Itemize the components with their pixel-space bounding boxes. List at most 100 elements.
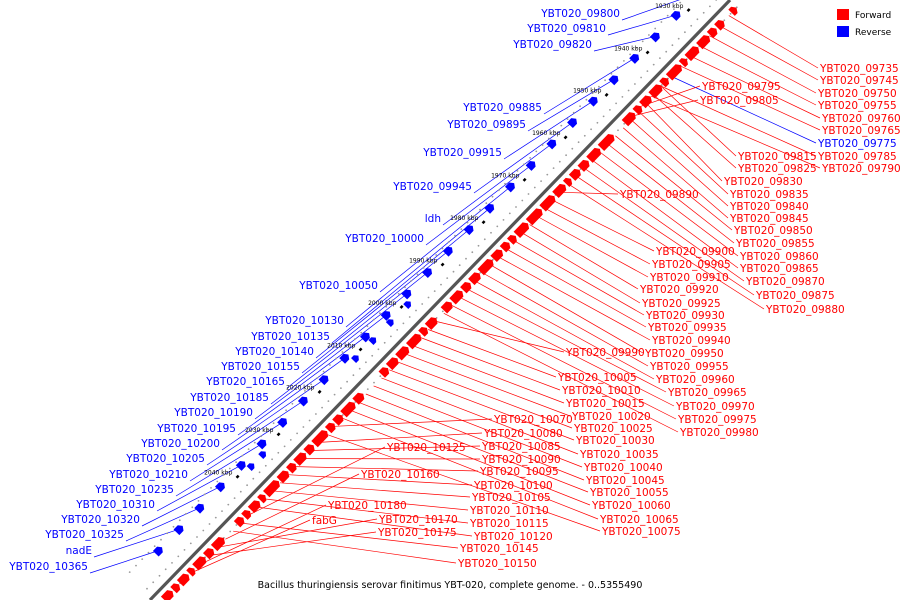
forward-gene-label: YBT020_09935: [647, 322, 727, 334]
reverse-gene: [587, 96, 598, 107]
reverse-gene-label: YBT020_10130: [264, 315, 344, 327]
guide-dot: [565, 154, 567, 157]
guide-dot: [164, 568, 167, 571]
forward-leader: [568, 183, 765, 310]
guide-dot: [358, 367, 361, 370]
guide-dot: [227, 503, 230, 506]
forward-leader: [428, 329, 557, 378]
forward-leader: [396, 361, 573, 429]
forward-gene: [562, 177, 573, 187]
forward-gene-label: YBT020_10120: [473, 531, 553, 543]
guide-dot: [609, 109, 611, 111]
guide-dot: [729, 12, 732, 15]
reverse-gene-label: YBT020_10200: [140, 438, 220, 450]
reverse-leader: [270, 314, 387, 405]
forward-gene: [468, 272, 481, 286]
reverse-gene: [629, 53, 640, 64]
forward-gene-label: YBT020_10150: [457, 558, 537, 570]
forward-leader: [342, 417, 599, 520]
reverse-gene-label: YBT020_10310: [75, 499, 155, 511]
right-leader: [650, 95, 821, 169]
guide-dot: [272, 422, 275, 425]
guide-dot: [546, 173, 549, 176]
guide-dot: [490, 231, 492, 234]
forward-gene: [286, 462, 297, 474]
forward-gene: [378, 367, 390, 378]
reverse-leader: [621, 0, 680, 21]
forward-leader: [264, 498, 469, 524]
forward-gene: [678, 58, 688, 68]
reverse-gene: [194, 503, 205, 514]
guide-dot: [433, 290, 436, 292]
guide-dot: [485, 202, 488, 205]
forward-leader: [622, 127, 729, 219]
forward-gene-label: YBT020_09845: [729, 213, 809, 225]
forward-gene: [340, 401, 356, 418]
guide-dot: [429, 260, 431, 263]
reverse-leader: [543, 57, 636, 115]
forward-gene-label: YBT020_10170: [378, 514, 458, 526]
forward-leader: [389, 369, 575, 441]
forward-gene: [332, 414, 344, 426]
forward-leader: [233, 530, 457, 564]
forward-gene: [311, 430, 329, 448]
guide-dot: [591, 92, 594, 95]
forward-gene-label: YBT020_10110: [469, 505, 549, 517]
guide-dot: [421, 303, 424, 305]
reverse-gene-label: YBT020_09820: [512, 39, 592, 51]
guide-dot: [172, 525, 175, 528]
right-leader: [689, 55, 821, 119]
guide-dot: [522, 163, 525, 166]
guide-dot: [366, 325, 369, 328]
guide-dot: [247, 448, 250, 450]
reverse-gene-label: YBT020_10190: [173, 407, 253, 419]
forward-gene: [696, 35, 711, 50]
guide-dot: [283, 445, 286, 448]
guide-dot: [416, 273, 419, 276]
forward-gene-label: YBT020_09860: [739, 251, 819, 263]
guide-dot: [659, 57, 661, 59]
forward-gene-label: YBT020_10145: [459, 543, 539, 555]
forward-gene: [577, 159, 590, 172]
guide-dot: [216, 480, 219, 483]
legend-reverse-swatch: [837, 26, 849, 37]
guide-dot: [341, 351, 344, 353]
guide-dot: [422, 267, 425, 269]
guide-dot: [617, 129, 619, 132]
guide-dot: [366, 388, 369, 390]
forward-gene: [395, 346, 410, 361]
forward-gene-label: YBT020_09865: [739, 263, 819, 275]
guide-dot: [702, 11, 705, 14]
forward-gene: [449, 290, 464, 305]
forward-gene-label: YBT020_10180: [327, 500, 407, 512]
forward-gene-label: YBT020_09825: [737, 163, 817, 175]
forward-leader: [412, 345, 565, 404]
forward-leader: [435, 321, 565, 353]
guide-dot: [477, 244, 480, 247]
forward-gene-label: YBT020_10070: [493, 414, 573, 426]
tick-label: 1940 kbp: [614, 45, 642, 52]
forward-leader: [482, 272, 649, 367]
forward-gene: [568, 168, 581, 181]
forward-gene-label: YBT020_09960: [655, 374, 735, 386]
right-leader: [660, 85, 817, 157]
tick-mark: [645, 50, 650, 55]
forward-gene-label: YBT020_10125: [386, 442, 466, 454]
forward-leader: [576, 175, 755, 296]
forward-gene-label: YBT020_09925: [641, 298, 721, 310]
guide-dot: [379, 375, 382, 378]
guide-dot: [558, 160, 561, 163]
forward-gene: [597, 133, 615, 152]
guide-dot: [634, 83, 636, 85]
guide-dot: [529, 157, 531, 159]
forward-leader: [490, 264, 644, 354]
reverse-gene: [380, 310, 391, 321]
forward-gene: [385, 357, 399, 371]
guide-dot: [446, 277, 449, 279]
forward-gene: [170, 583, 181, 594]
reverse-leader: [286, 293, 408, 389]
guide-dot: [289, 439, 292, 441]
guide-dot: [696, 18, 699, 21]
guide-dot: [646, 70, 649, 72]
